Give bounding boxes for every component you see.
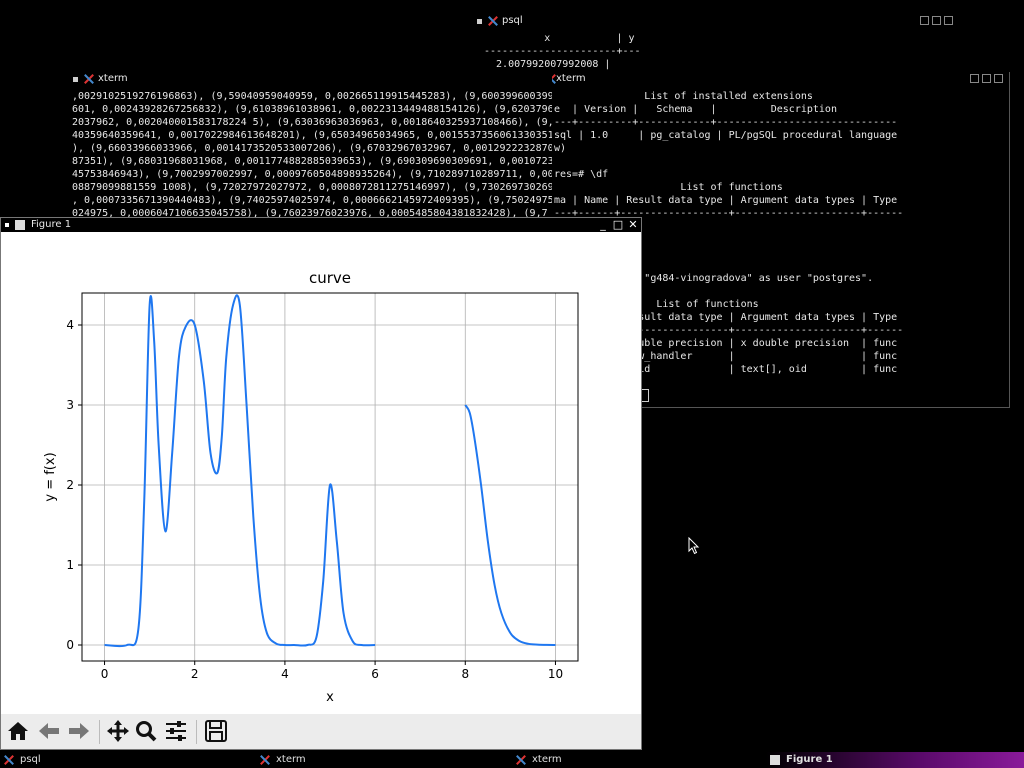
figure-window[interactable]: Figure 1 _ □ ✕ 0 2 4 6 8 10 0 1 2 3 4 curve x y = … — [0, 217, 642, 750]
terminal-line: 87351), (9,68031968031968, 0,00117748828… — [72, 156, 554, 167]
xterm-left-terminal-output[interactable]: ,0029102519276196863), (9,59040959040959… — [70, 90, 560, 222]
terminal-line: 08879099881559 1008), (9,72027972027972,… — [72, 182, 560, 193]
close-icon[interactable] — [994, 74, 1003, 83]
x-tick-label: 10 — [548, 667, 563, 681]
x-tick-label: 8 — [461, 667, 469, 681]
maximize-icon[interactable] — [982, 74, 991, 83]
forward-arrow-icon[interactable] — [66, 718, 92, 744]
window-menu-icon[interactable] — [73, 77, 78, 82]
terminal-line: 024975, 0,0006047106635045758), (9,76023… — [72, 208, 548, 219]
terminal-cursor — [641, 389, 649, 402]
terminal-line: res=# \df — [554, 169, 609, 180]
zoom-magnifier-icon[interactable] — [133, 718, 159, 744]
terminal-line: List of functions — [554, 182, 783, 193]
x-logo-icon — [516, 755, 526, 765]
taskbar-item-label: xterm — [532, 754, 562, 765]
xterm-left-window[interactable]: xterm ,0029102519276196863), (9,59040959… — [70, 72, 560, 222]
taskbar: psql xterm xterm Figure 1 — [0, 752, 1024, 768]
y-tick-label: 4 — [66, 318, 74, 332]
taskbar-item-figure[interactable]: Figure 1 — [766, 752, 1024, 768]
maximize-icon[interactable] — [932, 16, 941, 25]
x-logo-icon — [4, 755, 14, 765]
line-chart: 0 2 4 6 8 10 0 1 2 3 4 curve x y = f(x) — [1, 233, 641, 713]
taskbar-item-xterm[interactable]: xterm — [512, 752, 766, 768]
x-tick-label: 6 — [371, 667, 379, 681]
psql-window[interactable]: psql x | y ----------------------+--- 2.0… — [474, 14, 959, 74]
x-logo-icon — [260, 755, 270, 765]
window-menu-icon[interactable] — [5, 223, 9, 227]
terminal-line: ), (9,66033966033966, 0,0014173520533007… — [72, 143, 554, 154]
chart-title: curve — [309, 269, 351, 287]
toolbar-separator — [196, 720, 197, 744]
window-title: xterm — [556, 73, 586, 84]
close-icon[interactable]: ✕ — [628, 218, 638, 231]
terminal-line: sql | 1.0 | pg_catalog | PL/pgSQL proced… — [554, 130, 898, 141]
terminal-line: ----------+------------------+----------… — [554, 325, 904, 336]
configure-subplots-icon[interactable] — [163, 718, 189, 744]
x-tick-label: 0 — [101, 667, 109, 681]
terminal-line: List of installed extensions — [554, 91, 813, 102]
back-arrow-icon[interactable] — [36, 718, 62, 744]
psql-terminal-output[interactable]: x | y ----------------------+--- 2.007992… — [474, 32, 959, 74]
minimize-icon[interactable]: _ — [600, 218, 606, 231]
terminal-line: w) — [554, 143, 567, 154]
app-icon — [770, 755, 780, 765]
app-icon — [15, 220, 25, 230]
maximize-icon[interactable]: □ — [612, 218, 624, 231]
terminal-line: 45753846943), (9,7002997002997, 0,000976… — [72, 169, 554, 180]
y-tick-label: 3 — [66, 398, 74, 412]
xterm-right-titlebar[interactable]: xterm — [552, 72, 1009, 86]
taskbar-item-label: Figure 1 — [786, 754, 833, 765]
terminal-line: ----------------------+--- — [484, 46, 641, 57]
taskbar-item-label: xterm — [276, 754, 306, 765]
plot-area-frame — [81, 292, 579, 662]
pan-move-icon[interactable] — [105, 718, 131, 744]
series-line — [104, 294, 376, 648]
x-axis-label: x — [326, 690, 334, 705]
window-menu-icon[interactable] — [477, 19, 482, 24]
x-logo-icon — [84, 74, 94, 84]
navigation-toolbar — [1, 714, 641, 749]
close-icon[interactable] — [944, 16, 953, 25]
terminal-line: List of functions — [554, 299, 759, 310]
series-line — [464, 404, 556, 646]
x-tick-label: 2 — [191, 667, 199, 681]
taskbar-item-psql[interactable]: psql — [0, 752, 254, 768]
x-logo-icon — [488, 16, 498, 26]
terminal-line: ma | Name | Result data type | Argument … — [554, 195, 898, 206]
y-tick-label: 2 — [66, 478, 74, 492]
terminal-line: 2.007992007992008 | — [484, 59, 611, 70]
taskbar-item-label: psql — [20, 754, 41, 765]
terminal-line: e | Version | Schema | Description — [554, 104, 837, 115]
home-icon[interactable] — [5, 718, 31, 744]
toolbar-separator — [99, 720, 100, 744]
minimize-icon[interactable] — [970, 74, 979, 83]
terminal-line: ---+------+------------------+----------… — [554, 208, 904, 219]
terminal-line: ---+---------+------------+-------------… — [554, 117, 898, 128]
terminal-line: x | y — [484, 33, 635, 44]
terminal-line: 2037962, 0,002040001583178224 5), (9,630… — [72, 117, 560, 128]
x-tick-label: 4 — [281, 667, 289, 681]
window-title: Figure 1 — [31, 219, 72, 230]
y-axis-label: y = f(x) — [43, 452, 58, 501]
window-title: xterm — [98, 73, 128, 84]
save-figure-icon[interactable] — [203, 718, 229, 744]
y-tick-label: 1 — [66, 558, 74, 572]
xterm-left-titlebar[interactable]: xterm — [70, 72, 560, 86]
terminal-line: ,0029102519276196863), (9,59040959040959… — [72, 91, 554, 102]
terminal-line — [554, 155, 1009, 168]
window-title: psql — [502, 15, 523, 26]
minimize-icon[interactable] — [920, 16, 929, 25]
figure-titlebar[interactable]: Figure 1 _ □ ✕ — [1, 218, 641, 232]
terminal-line: 601, 0,00243928267256832), (9,6103896103… — [72, 104, 554, 115]
terminal-line: 40359640359641, 0,0017022984613648201), … — [72, 130, 554, 141]
terminal-line: , 0,0007335671390440483), (9,74025974025… — [72, 195, 554, 206]
y-tick-label: 0 — [66, 638, 74, 652]
taskbar-item-xterm[interactable]: xterm — [256, 752, 510, 768]
psql-titlebar[interactable]: psql — [474, 14, 959, 28]
mouse-cursor-icon — [688, 537, 700, 555]
